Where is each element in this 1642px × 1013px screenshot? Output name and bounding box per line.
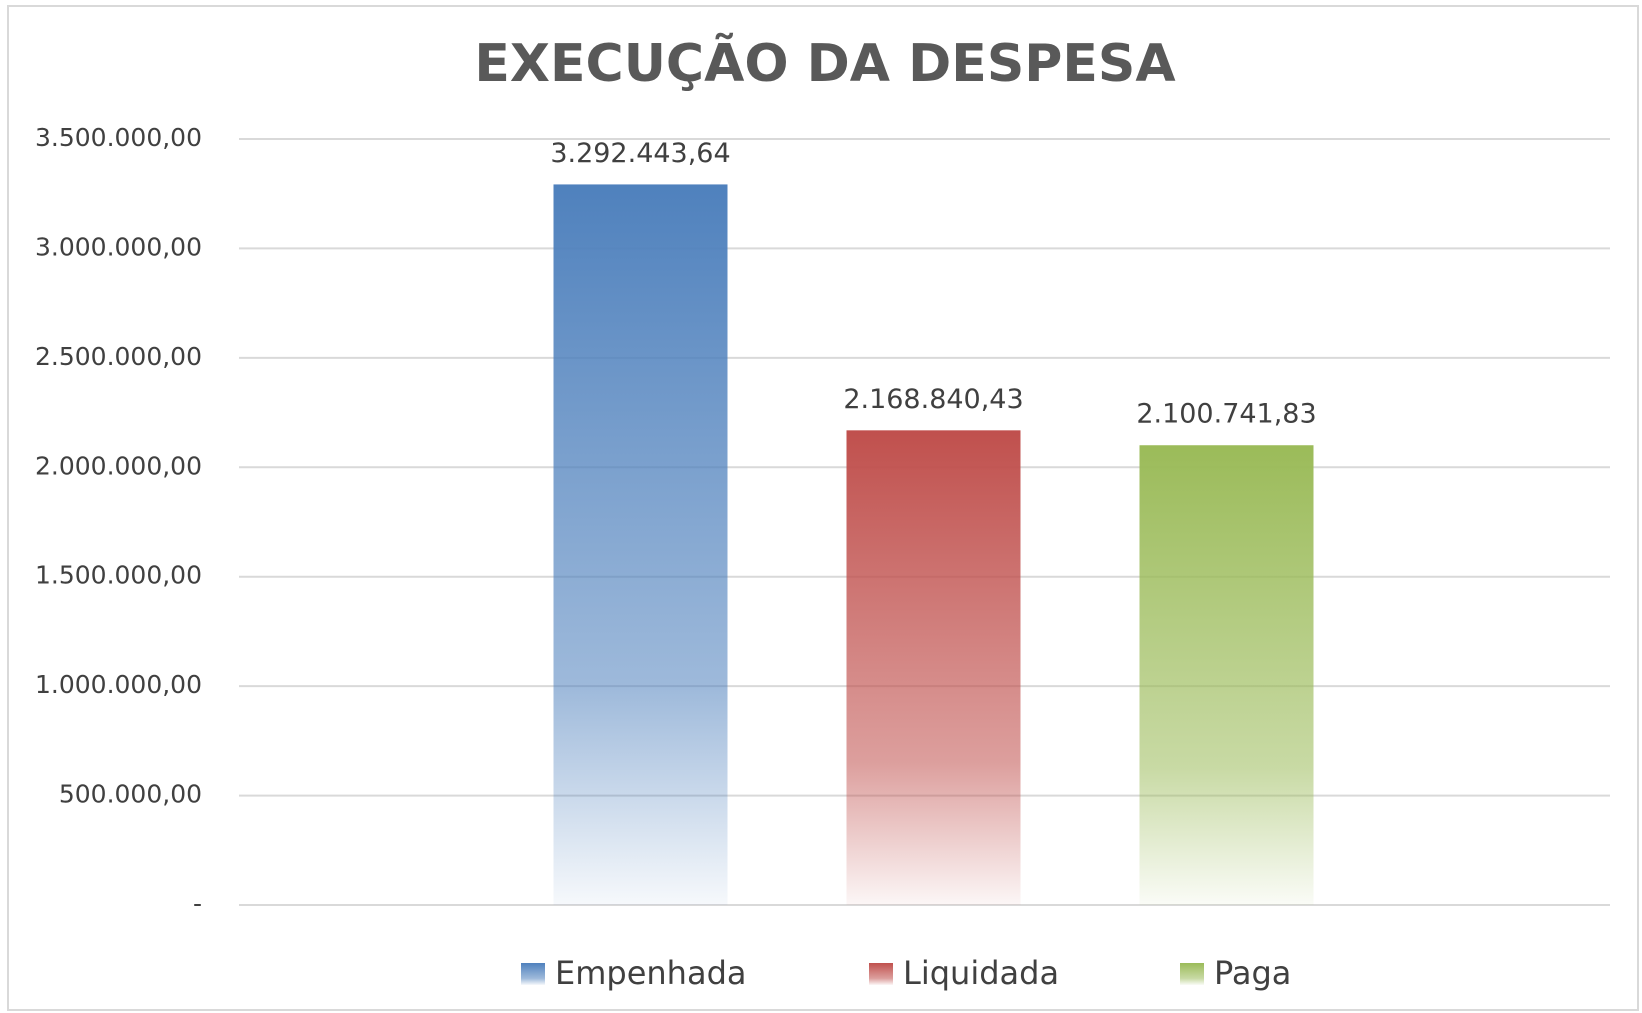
chart-border <box>7 5 1639 1011</box>
y-tick-label: 1.000.000,00 <box>35 670 202 699</box>
value-label: 2.168.840,43 <box>843 384 1023 415</box>
bar <box>846 430 1021 905</box>
legend-label: Paga <box>1214 954 1291 992</box>
legend-marker <box>869 963 893 985</box>
chart-title: EXECUÇÃO DA DESPESA <box>474 33 1175 94</box>
legend-marker <box>521 963 545 985</box>
legend-marker <box>1180 963 1204 985</box>
y-tick-label: 1.500.000,00 <box>35 561 202 590</box>
legend-label: Liquidada <box>903 954 1059 992</box>
legend-label: Empenhada <box>555 954 746 992</box>
y-tick-label: 3.500.000,00 <box>35 123 202 152</box>
value-label: 3.292.443,64 <box>550 138 730 169</box>
y-tick-label: 3.000.000,00 <box>35 232 202 261</box>
bar <box>1139 445 1314 905</box>
value-label: 2.100.741,83 <box>1136 399 1316 430</box>
bar <box>553 184 728 906</box>
y-tick-label: 500.000,00 <box>59 780 202 809</box>
y-tick-label: 2.500.000,00 <box>35 342 202 371</box>
y-tick-label: 2.000.000,00 <box>35 451 202 480</box>
y-tick-label: - <box>193 889 202 918</box>
